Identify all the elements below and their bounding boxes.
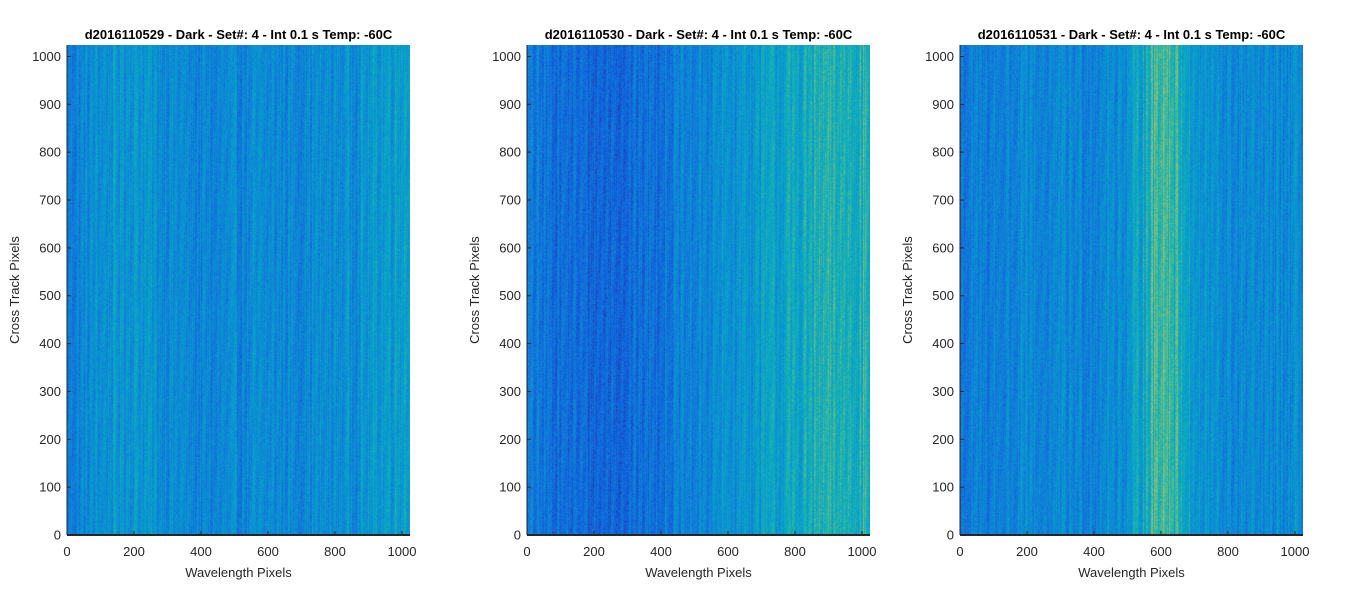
x-tick-label: 1000 bbox=[388, 544, 417, 559]
chart-panel: 0 100 200 300 400 500 600 700 800 900 1000 0 200 400 6… bbox=[7, 27, 416, 580]
chart-panel: 0 100 200 300 400 500 600 700 800 900 1000 0 200 400 6… bbox=[467, 27, 876, 580]
y-tick-label: 600 bbox=[39, 240, 61, 255]
chart-title: d2016110529 - Dark - Set#: 4 - Int 0.1 s… bbox=[85, 27, 393, 42]
y-tick-label: 600 bbox=[932, 240, 954, 255]
x-axis-label: Wavelength Pixels bbox=[185, 565, 292, 580]
x-tick-label: 0 bbox=[523, 544, 530, 559]
y-tick-label: 0 bbox=[514, 528, 521, 543]
y-tick-label: 600 bbox=[499, 240, 521, 255]
y-axis-label: Cross Track Pixels bbox=[900, 236, 915, 344]
y-tick-label: 700 bbox=[499, 193, 521, 208]
y-tick-label: 1000 bbox=[492, 49, 521, 64]
y-tick-label: 400 bbox=[499, 336, 521, 351]
y-tick-label: 200 bbox=[932, 432, 954, 447]
y-tick-label: 200 bbox=[39, 432, 61, 447]
y-tick-label: 0 bbox=[54, 528, 61, 543]
chart-title: d2016110530 - Dark - Set#: 4 - Int 0.1 s… bbox=[545, 27, 853, 42]
y-tick-label: 100 bbox=[499, 480, 521, 495]
y-tick-label: 300 bbox=[932, 384, 954, 399]
x-tick-label: 600 bbox=[257, 544, 279, 559]
heatmap-image bbox=[960, 45, 1303, 535]
y-tick-label: 900 bbox=[932, 97, 954, 112]
y-tick-label: 200 bbox=[499, 432, 521, 447]
x-axis-label: Wavelength Pixels bbox=[1078, 565, 1185, 580]
chart-panel: 0 100 200 300 400 500 600 700 800 900 1000 0 200 400 6… bbox=[900, 27, 1309, 580]
x-tick-label: 200 bbox=[583, 544, 605, 559]
y-tick-label: 1000 bbox=[925, 49, 954, 64]
x-tick-label: 800 bbox=[784, 544, 806, 559]
y-tick-label: 300 bbox=[39, 384, 61, 399]
x-tick-label: 0 bbox=[956, 544, 963, 559]
y-tick-label: 500 bbox=[499, 288, 521, 303]
y-axis-label: Cross Track Pixels bbox=[7, 236, 22, 344]
y-tick-label: 900 bbox=[39, 97, 61, 112]
x-tick-label: 400 bbox=[1083, 544, 1105, 559]
x-tick-label: 200 bbox=[123, 544, 145, 559]
y-tick-label: 700 bbox=[39, 193, 61, 208]
x-tick-label: 800 bbox=[324, 544, 346, 559]
x-tick-label: 600 bbox=[717, 544, 739, 559]
y-tick-label: 400 bbox=[932, 336, 954, 351]
x-tick-label: 200 bbox=[1016, 544, 1038, 559]
y-axis-label: Cross Track Pixels bbox=[467, 236, 482, 344]
y-tick-label: 800 bbox=[499, 145, 521, 160]
y-tick-label: 100 bbox=[39, 480, 61, 495]
y-tick-label: 1000 bbox=[32, 49, 61, 64]
y-tick-label: 900 bbox=[499, 97, 521, 112]
y-tick-label: 500 bbox=[932, 288, 954, 303]
y-tick-label: 0 bbox=[947, 528, 954, 543]
y-tick-label: 400 bbox=[39, 336, 61, 351]
y-tick-label: 800 bbox=[39, 145, 61, 160]
x-tick-label: 1000 bbox=[848, 544, 877, 559]
x-tick-label: 0 bbox=[63, 544, 70, 559]
x-tick-label: 800 bbox=[1217, 544, 1239, 559]
chart-title: d2016110531 - Dark - Set#: 4 - Int 0.1 s… bbox=[978, 27, 1286, 42]
y-tick-label: 500 bbox=[39, 288, 61, 303]
x-tick-label: 400 bbox=[650, 544, 672, 559]
x-tick-label: 600 bbox=[1150, 544, 1172, 559]
y-tick-label: 300 bbox=[499, 384, 521, 399]
x-tick-label: 1000 bbox=[1281, 544, 1310, 559]
x-axis-label: Wavelength Pixels bbox=[645, 565, 752, 580]
heatmap-image bbox=[527, 45, 870, 535]
heatmap-image bbox=[67, 45, 410, 535]
y-tick-label: 100 bbox=[932, 480, 954, 495]
y-tick-label: 700 bbox=[932, 193, 954, 208]
x-tick-label: 400 bbox=[190, 544, 212, 559]
y-tick-label: 800 bbox=[932, 145, 954, 160]
